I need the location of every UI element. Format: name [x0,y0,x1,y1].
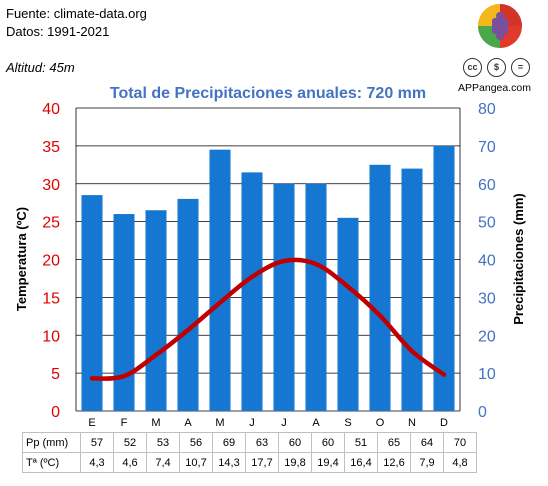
temp-row: Tª (ºC) 4,3 4,6 7,4 10,7 14,3 17,7 19,8 … [22,452,477,473]
right-tick-label: 60 [478,177,496,194]
temp-cell: 16,4 [344,452,378,473]
precip-cell: 64 [410,432,444,453]
precip-cell: 51 [344,432,378,453]
precip-cell: 70 [443,432,477,453]
temp-row-label: Tª (ºC) [22,452,81,473]
month-label: J [249,417,255,429]
temp-cell: 10,7 [179,452,213,473]
precip-row-label: Pp (mm) [22,432,81,453]
month-label: M [151,417,160,429]
puzzle-icon [477,3,523,49]
temp-cell: 17,7 [245,452,279,473]
site-brand: APPangea.com [458,82,531,94]
right-axis-title: Precipitaciones (mm) [511,193,526,325]
precip-bar [337,217,359,411]
precip-cell: 57 [80,432,114,453]
precip-cell: 60 [311,432,345,453]
left-tick-label: 25 [42,215,60,232]
left-tick-label: 15 [42,290,60,307]
source-label: Fuente: climate-data.org [6,6,147,21]
precip-bar [241,172,263,411]
right-tick-label: 40 [478,253,496,270]
precip-bar [145,210,167,411]
month-label: J [281,417,287,429]
left-tick-label: 35 [42,139,60,156]
month-label: A [184,417,192,429]
left-tick-label: 20 [42,253,60,270]
precip-cell: 65 [377,432,411,453]
month-label: O [376,417,385,429]
left-axis-title: Temperatura (ºC) [14,207,29,311]
month-label: M [215,417,224,429]
precip-bar [305,183,327,411]
precip-bar [369,164,391,411]
chart-title: Total de Precipitaciones anuales: 720 mm [110,85,426,102]
temp-cell: 7,4 [146,452,180,473]
left-tick-label: 0 [51,404,60,421]
precip-bar [433,145,455,411]
left-tick-label: 5 [51,366,60,383]
precip-row: Pp (mm) 57 52 53 56 69 63 60 60 51 65 64… [22,432,477,453]
month-label: N [408,417,416,429]
precip-bar [273,183,295,411]
temp-cell: 19,4 [311,452,345,473]
cc-icon: cc [463,58,482,77]
temp-cell: 14,3 [212,452,246,473]
month-label: A [312,417,320,429]
precip-bar [401,168,423,411]
month-label: S [344,417,351,429]
temp-cell: 12,6 [377,452,411,473]
month-label: E [88,417,95,429]
data-table: Pp (mm) 57 52 53 56 69 63 60 60 51 65 64… [22,432,477,473]
precip-bar [81,195,103,411]
right-tick-label: 20 [478,328,496,345]
precip-cell: 53 [146,432,180,453]
climate-chart: Total de Precipitaciones anuales: 720 mm… [14,85,526,429]
precip-bar [177,198,199,411]
temp-cell: 4,6 [113,452,147,473]
precip-cell: 60 [278,432,312,453]
left-tick-label: 10 [42,328,60,345]
month-label: D [440,417,448,429]
left-tick-label: 30 [42,177,60,194]
precip-bar [113,214,135,411]
left-tick-label: 40 [42,101,60,118]
right-tick-label: 50 [478,215,496,232]
temp-cell: 4,8 [443,452,477,473]
right-tick-label: 70 [478,139,496,156]
altitude-label: Altitud: 45m [6,60,75,75]
cc-nd-icon: = [511,58,530,77]
cc-by-icon: $ [487,58,506,77]
precip-cell: 63 [245,432,279,453]
temp-cell: 19,8 [278,452,312,473]
precip-bar [209,149,231,411]
date-range-label: Datos: 1991-2021 [6,24,110,39]
temp-cell: 4,3 [80,452,114,473]
right-tick-label: 0 [478,404,487,421]
right-tick-label: 80 [478,101,496,118]
temperature-line [89,257,447,381]
temp-cell: 7,9 [410,452,444,473]
precip-cell: 56 [179,432,213,453]
precip-cell: 52 [113,432,147,453]
month-label: F [121,417,128,429]
right-tick-label: 10 [478,366,496,383]
precip-cell: 69 [212,432,246,453]
right-tick-label: 30 [478,290,496,307]
